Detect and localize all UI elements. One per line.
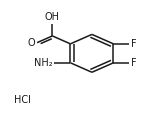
Text: O: O <box>28 38 36 48</box>
Text: F: F <box>131 58 136 68</box>
Text: F: F <box>131 39 136 49</box>
Text: NH₂: NH₂ <box>35 58 53 68</box>
Text: HCl: HCl <box>14 95 31 105</box>
Text: OH: OH <box>45 12 60 22</box>
